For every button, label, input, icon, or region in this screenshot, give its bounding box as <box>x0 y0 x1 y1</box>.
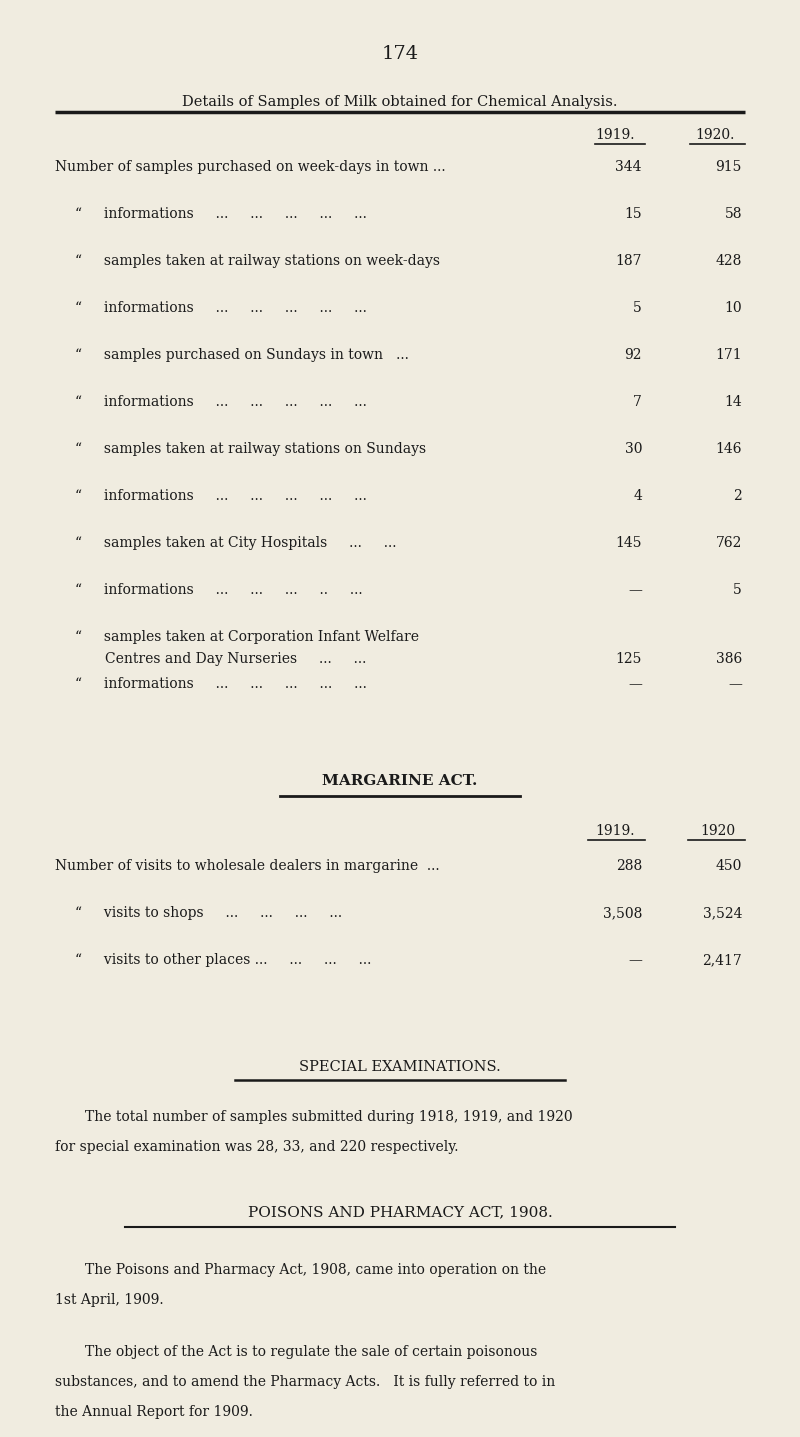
Text: Centres and Day Nurseries     ...     ...: Centres and Day Nurseries ... ... <box>105 652 366 665</box>
Text: 915: 915 <box>716 160 742 174</box>
Text: 145: 145 <box>615 536 642 550</box>
Text: 125: 125 <box>616 652 642 665</box>
Text: MARGARINE ACT.: MARGARINE ACT. <box>322 775 478 787</box>
Text: 3,508: 3,508 <box>602 905 642 920</box>
Text: Number of samples purchased on week-days in town ...: Number of samples purchased on week-days… <box>55 160 446 174</box>
Text: 146: 146 <box>715 443 742 456</box>
Text: 30: 30 <box>625 443 642 456</box>
Text: POISONS AND PHARMACY ACT, 1908.: POISONS AND PHARMACY ACT, 1908. <box>248 1206 552 1219</box>
Text: substances, and to amend the Pharmacy Acts.   It is fully referred to in: substances, and to amend the Pharmacy Ac… <box>55 1375 555 1390</box>
Text: for special examination was 28, 33, and 220 respectively.: for special examination was 28, 33, and … <box>55 1140 458 1154</box>
Text: “     visits to other places ...     ...     ...     ...: “ visits to other places ... ... ... ... <box>75 953 371 967</box>
Text: 92: 92 <box>625 348 642 362</box>
Text: Details of Samples of Milk obtained for Chemical Analysis.: Details of Samples of Milk obtained for … <box>182 95 618 109</box>
Text: “     informations     ...     ...     ...     ..     ...: “ informations ... ... ... .. ... <box>75 583 362 596</box>
Text: —: — <box>628 677 642 691</box>
Text: “     informations     ...     ...     ...     ...     ...: “ informations ... ... ... ... ... <box>75 489 367 503</box>
Text: 15: 15 <box>624 207 642 221</box>
Text: 5: 5 <box>734 583 742 596</box>
Text: 2: 2 <box>734 489 742 503</box>
Text: Number of visits to wholesale dealers in margarine  ...: Number of visits to wholesale dealers in… <box>55 859 440 874</box>
Text: —: — <box>628 583 642 596</box>
Text: 386: 386 <box>716 652 742 665</box>
Text: 1920.: 1920. <box>696 128 735 142</box>
Text: the Annual Report for 1909.: the Annual Report for 1909. <box>55 1405 253 1418</box>
Text: The object of the Act is to regulate the sale of certain poisonous: The object of the Act is to regulate the… <box>85 1345 538 1359</box>
Text: “     visits to shops     ...     ...     ...     ...: “ visits to shops ... ... ... ... <box>75 905 342 920</box>
Text: “     samples taken at Corporation Infant Welfare: “ samples taken at Corporation Infant We… <box>75 629 419 644</box>
Text: “     informations     ...     ...     ...     ...     ...: “ informations ... ... ... ... ... <box>75 207 367 221</box>
Text: 174: 174 <box>382 45 418 63</box>
Text: 288: 288 <box>616 859 642 874</box>
Text: “     samples purchased on Sundays in town   ...: “ samples purchased on Sundays in town .… <box>75 348 409 362</box>
Text: 1919.: 1919. <box>595 823 635 838</box>
Text: 2,417: 2,417 <box>702 953 742 967</box>
Text: 187: 187 <box>615 254 642 267</box>
Text: “     informations     ...     ...     ...     ...     ...: “ informations ... ... ... ... ... <box>75 300 367 315</box>
Text: SPECIAL EXAMINATIONS.: SPECIAL EXAMINATIONS. <box>299 1061 501 1073</box>
Text: —: — <box>728 677 742 691</box>
Text: 1st April, 1909.: 1st April, 1909. <box>55 1293 164 1308</box>
Text: 344: 344 <box>615 160 642 174</box>
Text: 1920: 1920 <box>700 823 735 838</box>
Text: 171: 171 <box>715 348 742 362</box>
Text: 428: 428 <box>716 254 742 267</box>
Text: The total number of samples submitted during 1918, 1919, and 1920: The total number of samples submitted du… <box>85 1109 573 1124</box>
Text: 5: 5 <box>634 300 642 315</box>
Text: —: — <box>628 953 642 967</box>
Text: 10: 10 <box>724 300 742 315</box>
Text: 450: 450 <box>716 859 742 874</box>
Text: 4: 4 <box>633 489 642 503</box>
Text: 762: 762 <box>716 536 742 550</box>
Text: “     samples taken at railway stations on Sundays: “ samples taken at railway stations on S… <box>75 443 426 456</box>
Text: “     informations     ...     ...     ...     ...     ...: “ informations ... ... ... ... ... <box>75 677 367 691</box>
Text: 7: 7 <box>633 395 642 410</box>
Text: The Poisons and Pharmacy Act, 1908, came into operation on the: The Poisons and Pharmacy Act, 1908, came… <box>85 1263 546 1277</box>
Text: 3,524: 3,524 <box>702 905 742 920</box>
Text: 14: 14 <box>724 395 742 410</box>
Text: “     informations     ...     ...     ...     ...     ...: “ informations ... ... ... ... ... <box>75 395 367 410</box>
Text: “     samples taken at City Hospitals     ...     ...: “ samples taken at City Hospitals ... ..… <box>75 536 397 550</box>
Text: “     samples taken at railway stations on week-days: “ samples taken at railway stations on w… <box>75 254 440 267</box>
Text: 1919.: 1919. <box>595 128 635 142</box>
Text: 58: 58 <box>725 207 742 221</box>
